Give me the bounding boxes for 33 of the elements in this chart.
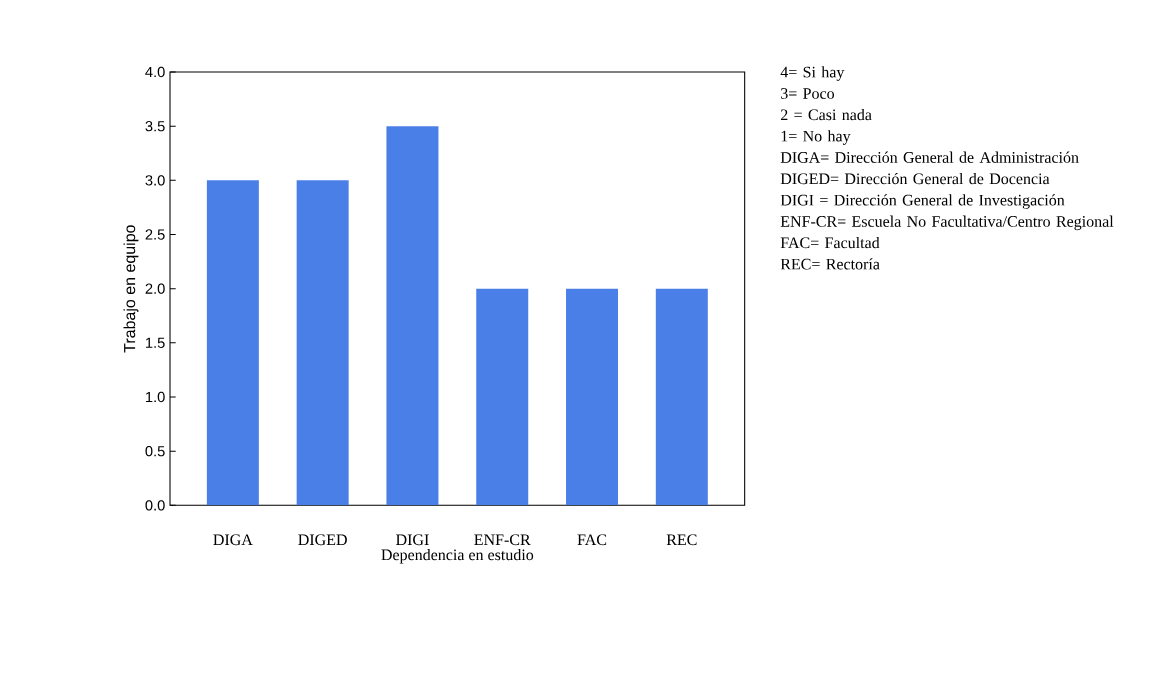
y-tick-label: 1.5: [146, 337, 165, 348]
text: FAC= Facultad: [780, 236, 880, 249]
y-tick-label: 0.0: [145, 500, 165, 511]
y-axis-title: Trabajo en equipo: [123, 225, 139, 353]
y-tick-label: 1.0: [146, 391, 165, 403]
text: ENF-CR= Escuela No Facultativa/Centro Regional: [780, 215, 1114, 231]
text: DIGED= Dirección General de Docencia: [780, 172, 1050, 185]
x-tick-label: FAC: [577, 534, 607, 546]
x-tick-label: DIGED: [298, 534, 347, 546]
text: DIGI = Dirección General de Investigación: [780, 194, 1065, 209]
x-tick-label: REC: [666, 534, 697, 546]
y-tick-label: 3.5: [145, 120, 165, 132]
x-axis-title: Dependencia en estudio: [381, 548, 534, 564]
bar: [566, 288, 619, 506]
bar: [655, 288, 708, 506]
y-tick-label: 2.5: [145, 229, 165, 240]
x-tick-label: DIGI: [396, 534, 429, 546]
text: 3= Poco: [781, 88, 835, 99]
bar: [476, 288, 529, 506]
y-tick-label: 2.0: [145, 283, 165, 294]
x-tick-label: ENF-CR: [474, 534, 531, 546]
y-tick-label: 3.0: [145, 175, 165, 186]
y-tick-label: 0.5: [145, 445, 165, 457]
bar: [296, 180, 349, 506]
y-tick-label: 4.0: [145, 66, 165, 78]
bar: [386, 126, 439, 506]
text: 4= Si hay: [780, 66, 845, 81]
bar: [206, 180, 259, 506]
text: REC= Rectoría: [780, 258, 880, 270]
x-tick-label: DIGA: [213, 534, 253, 546]
text: 1= No hay: [781, 130, 851, 145]
text: DIGA= Dirección General de Administración: [780, 151, 1079, 163]
text: 2 = Casi nada: [780, 108, 872, 121]
